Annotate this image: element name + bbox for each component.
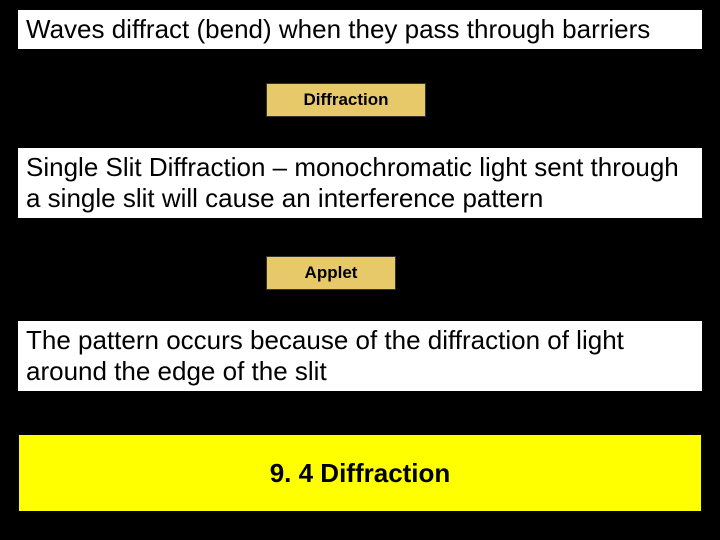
intro-text: Waves diffract (bend) when they pass thr… xyxy=(18,10,702,49)
applet-label: Applet xyxy=(266,256,396,290)
pattern-text: The pattern occurs because of the diffra… xyxy=(18,321,702,391)
diffraction-label: Diffraction xyxy=(266,83,426,117)
intro-text-content: Waves diffract (bend) when they pass thr… xyxy=(26,14,650,44)
footer-text: 9. 4 Diffraction xyxy=(270,458,451,489)
diffraction-label-text: Diffraction xyxy=(304,90,389,109)
footer-section-title: 9. 4 Diffraction xyxy=(18,434,702,512)
pattern-text-content: The pattern occurs because of the diffra… xyxy=(26,325,624,386)
applet-label-text: Applet xyxy=(305,263,358,282)
single-slit-text: Single Slit Diffraction – monochromatic … xyxy=(18,148,702,218)
single-slit-text-content: Single Slit Diffraction – monochromatic … xyxy=(26,152,679,213)
